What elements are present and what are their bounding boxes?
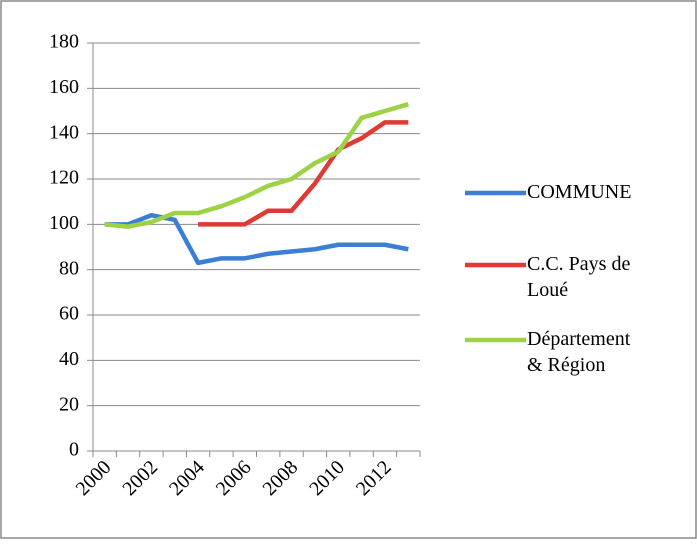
y-tick-label: 80 <box>59 257 79 279</box>
y-tick-label: 140 <box>49 121 79 143</box>
y-tick-label: 180 <box>49 31 79 53</box>
y-tick-label: 60 <box>59 303 79 325</box>
legend-label: COMMUNE <box>527 181 631 203</box>
series-line <box>104 213 409 266</box>
y-tick-label: 120 <box>49 167 79 189</box>
y-tick-label: 20 <box>59 393 79 415</box>
y-tick-label: 100 <box>49 212 79 234</box>
legend-label: Département & Région <box>527 328 631 376</box>
y-tick-label: 40 <box>59 348 79 370</box>
legend-label: C.C. Pays de Loué <box>527 253 630 301</box>
series-line <box>104 102 409 229</box>
series-line <box>198 120 409 227</box>
y-tick-label: 0 <box>69 439 79 461</box>
y-tick-label: 160 <box>49 76 79 98</box>
